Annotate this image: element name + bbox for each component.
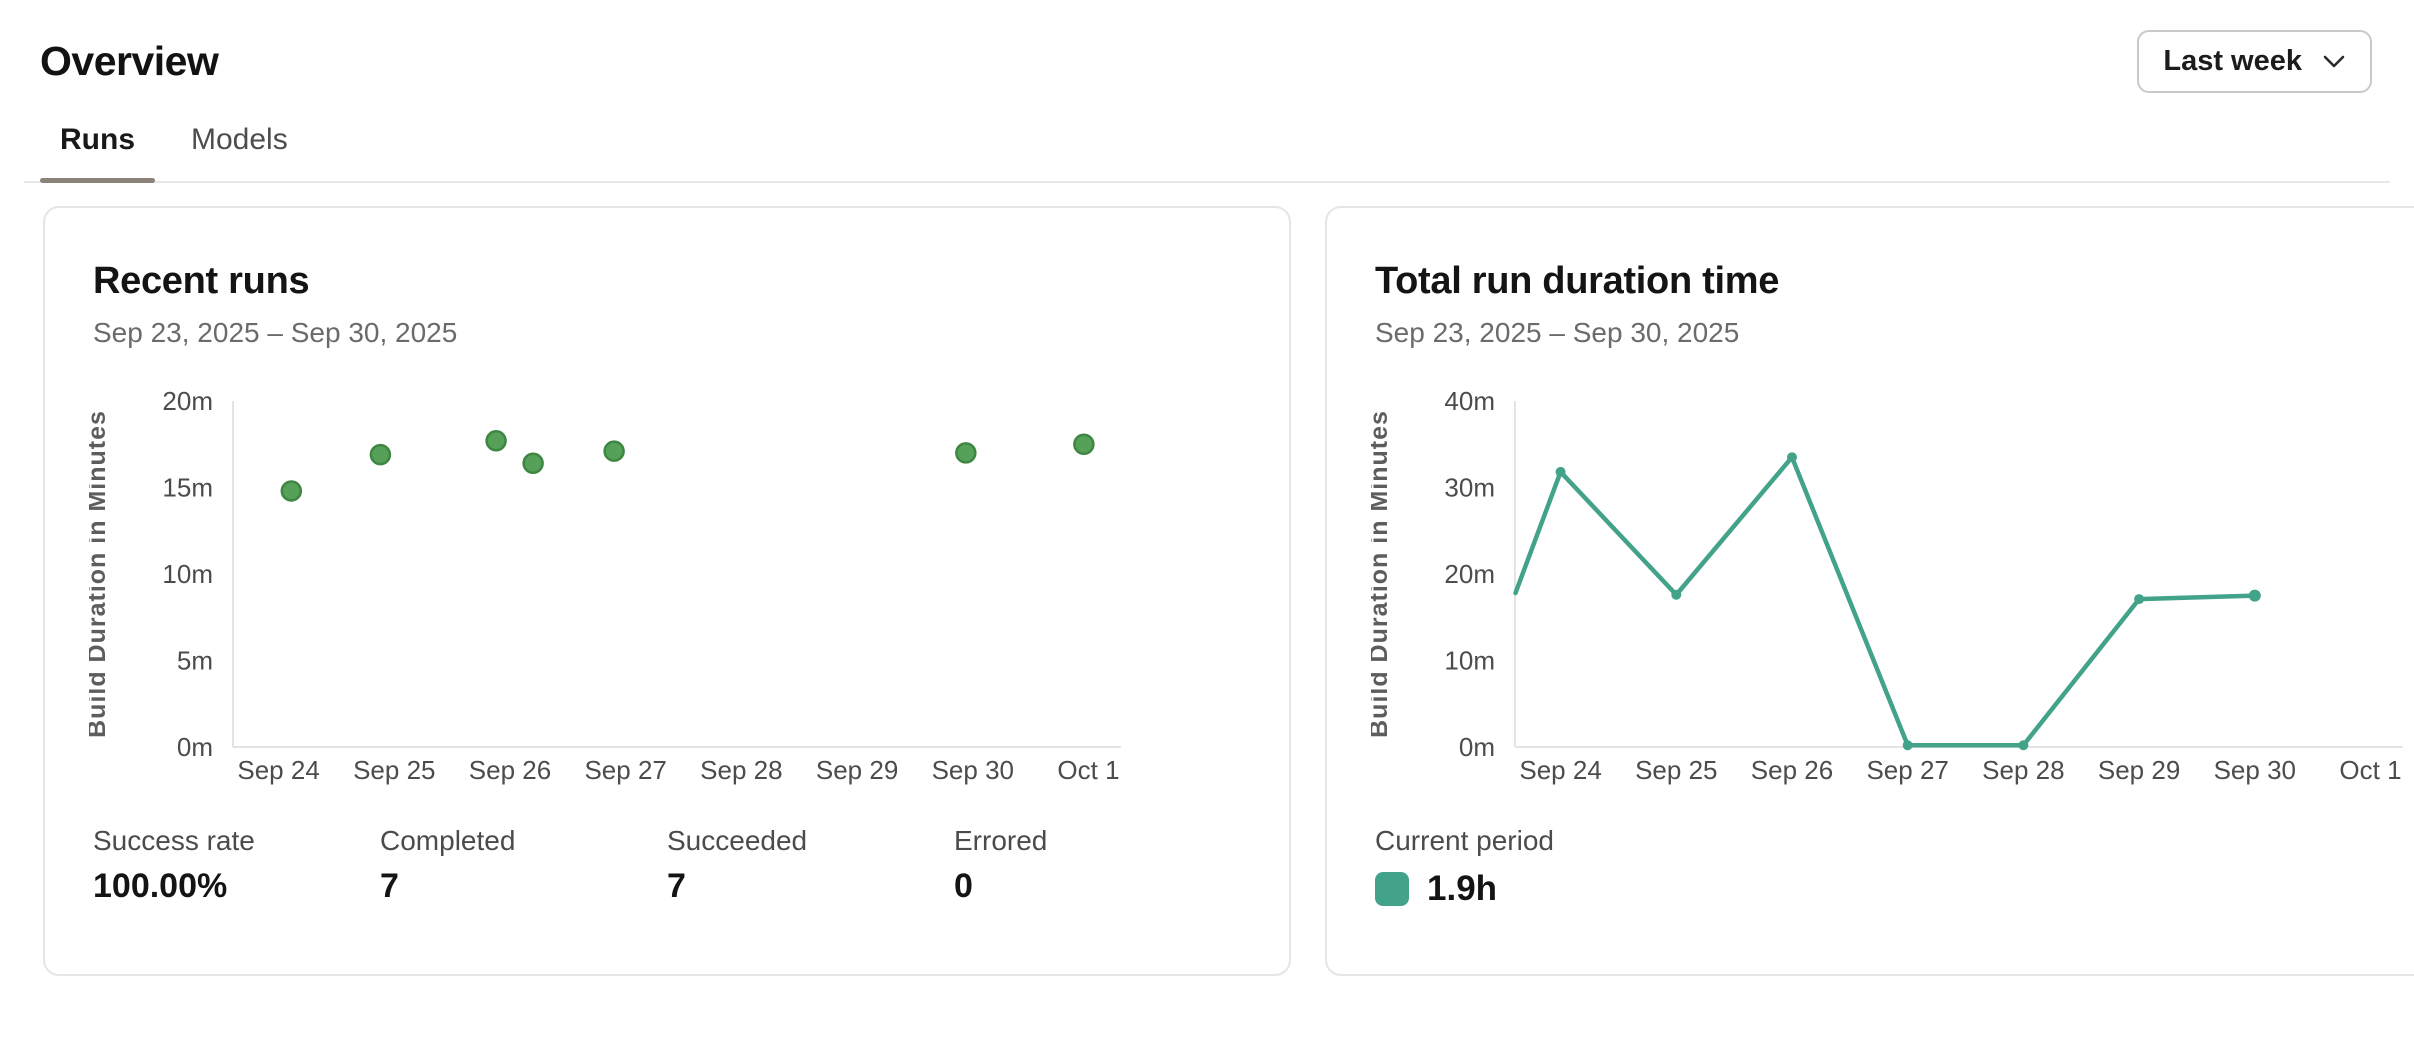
stat-succeeded: Succeeded 7 (667, 825, 954, 906)
stat-value: 100.00% (93, 867, 228, 905)
y-tick-label: 10m (162, 559, 213, 589)
run-stats: Success rate 100.00% Completed 7 Succeed… (93, 825, 1241, 906)
stat-value: 7 (667, 867, 686, 905)
x-tick-label: Sep 26 (469, 755, 551, 785)
cards-row: Recent runs Sep 23, 2025 – Sep 30, 2025 … (0, 206, 2414, 976)
tab-models[interactable]: Models (171, 123, 308, 181)
x-tick-label: Sep 24 (1519, 755, 1601, 785)
y-tick-label: 0m (1459, 732, 1495, 762)
x-tick-label: Sep 24 (237, 755, 319, 785)
topbar: Overview Last week (0, 0, 2414, 93)
stat-success-rate: Success rate 100.00% (93, 825, 380, 906)
total-run-duration-chart: 0m 10m 20m 30m 40m Sep 24 Sep 25 Sep 26 Sep 27 Se… (1371, 387, 2403, 785)
legend-value: 1.9h (1427, 869, 1498, 908)
y-tick-label: 20m (162, 387, 213, 416)
page-title: Overview (40, 38, 219, 84)
stat-errored: Errored 0 (954, 825, 1241, 906)
total-run-duration-title: Total run duration time (1375, 260, 1780, 302)
chevron-down-icon (2323, 55, 2345, 68)
x-tick-label: Sep 25 (353, 755, 435, 785)
x-tick-label: Sep 28 (700, 755, 782, 785)
legend-row: 1.9h (1375, 869, 2414, 909)
tab-runs[interactable]: Runs (40, 123, 155, 183)
duration-line-point[interactable] (1555, 466, 1566, 477)
active-tab-indicator (40, 178, 155, 183)
recent-runs-title: Recent runs (93, 260, 310, 302)
duration-line-point[interactable] (2018, 740, 2029, 751)
duration-legend: Current period 1.9h (1375, 825, 2414, 909)
x-tick-label: Sep 29 (816, 755, 898, 785)
x-tick-label: Sep 28 (1982, 755, 2064, 785)
stat-label: Succeeded (667, 825, 808, 856)
run-scatter-point[interactable] (522, 452, 544, 475)
x-tick-label: Oct 1 (2339, 755, 2401, 785)
y-axis-title: Build Duration in Minutes (89, 410, 111, 738)
stat-label: Success rate (93, 825, 255, 856)
duration-line-point[interactable] (2248, 589, 2261, 602)
duration-line-point[interactable] (1671, 589, 1682, 600)
tabs: Runs Models (24, 123, 2390, 183)
x-tick-label: Sep 30 (2214, 755, 2296, 785)
x-tick-label: Sep 25 (1635, 755, 1717, 785)
legend-label: Current period (1375, 825, 1554, 856)
x-tick-label: Sep 30 (932, 755, 1014, 785)
y-tick-label: 10m (1444, 646, 1495, 676)
recent-runs-date-range: Sep 23, 2025 – Sep 30, 2025 (93, 317, 458, 348)
stat-completed: Completed 7 (380, 825, 667, 906)
tab-runs-label: Runs (60, 123, 135, 156)
tab-models-label: Models (191, 123, 288, 156)
period-selector[interactable]: Last week (2137, 30, 2372, 93)
y-tick-label: 0m (177, 732, 213, 762)
x-tick-label: Oct 1 (1057, 755, 1119, 785)
run-scatter-point[interactable] (603, 440, 625, 462)
y-tick-label: 15m (162, 473, 213, 503)
duration-line (1513, 454, 2258, 748)
stat-label: Errored (954, 825, 1048, 856)
x-tick-label: Sep 27 (584, 755, 666, 785)
recent-runs-chart: 0m 5m 10m 15m 20m Sep 24 Sep 25 Sep 26 Sep 27 Sep… (89, 387, 1121, 785)
overview-page: Overview Last week Runs Models Recent ru… (0, 0, 2414, 976)
run-scatter-point[interactable] (280, 480, 303, 502)
run-scatter-point[interactable] (369, 443, 392, 466)
y-tick-label: 40m (1444, 387, 1495, 416)
run-scatter-point[interactable] (955, 442, 977, 464)
recent-runs-card: Recent runs Sep 23, 2025 – Sep 30, 2025 … (43, 206, 1291, 976)
stat-value: 7 (380, 867, 399, 905)
duration-line-point[interactable] (2134, 594, 2145, 605)
x-tick-label: Sep 29 (2098, 755, 2180, 785)
x-tick-label: Sep 26 (1751, 755, 1833, 785)
total-run-duration-date-range: Sep 23, 2025 – Sep 30, 2025 (1375, 317, 1740, 348)
run-scatter-point[interactable] (485, 430, 507, 452)
y-tick-label: 30m (1444, 473, 1495, 503)
y-tick-label: 20m (1444, 559, 1495, 589)
period-selector-label: Last week (2163, 45, 2302, 77)
run-scatter-point[interactable] (1073, 433, 1095, 455)
duration-line-point[interactable] (1786, 452, 1797, 463)
x-tick-label: Sep 27 (1866, 755, 1948, 785)
legend-swatch (1375, 872, 1409, 906)
stat-value: 0 (954, 867, 973, 905)
stat-label: Completed (380, 825, 516, 856)
y-tick-label: 5m (177, 646, 213, 676)
y-axis-title: Build Duration in Minutes (1371, 410, 1393, 738)
total-run-duration-card: Total run duration time Sep 23, 2025 – S… (1325, 206, 2414, 976)
duration-line-point[interactable] (1902, 740, 1913, 751)
